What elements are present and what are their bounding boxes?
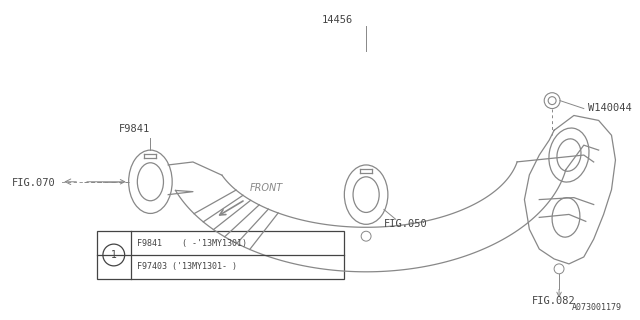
Text: FIG.082: FIG.082 — [532, 296, 576, 307]
Text: F97403 ('13MY1301- ): F97403 ('13MY1301- ) — [136, 262, 237, 271]
Text: F9841    ( -'13MY1301): F9841 ( -'13MY1301) — [136, 239, 246, 248]
Text: FRONT: FRONT — [250, 183, 283, 193]
Text: FIG.050: FIG.050 — [384, 219, 428, 229]
Text: FIG.070: FIG.070 — [12, 178, 56, 188]
Text: A073001179: A073001179 — [572, 303, 621, 312]
Text: 1: 1 — [111, 250, 116, 260]
Text: F9841: F9841 — [119, 124, 150, 134]
Text: 14456: 14456 — [321, 15, 353, 26]
Bar — [97, 231, 344, 279]
Text: W140044: W140044 — [588, 102, 632, 113]
